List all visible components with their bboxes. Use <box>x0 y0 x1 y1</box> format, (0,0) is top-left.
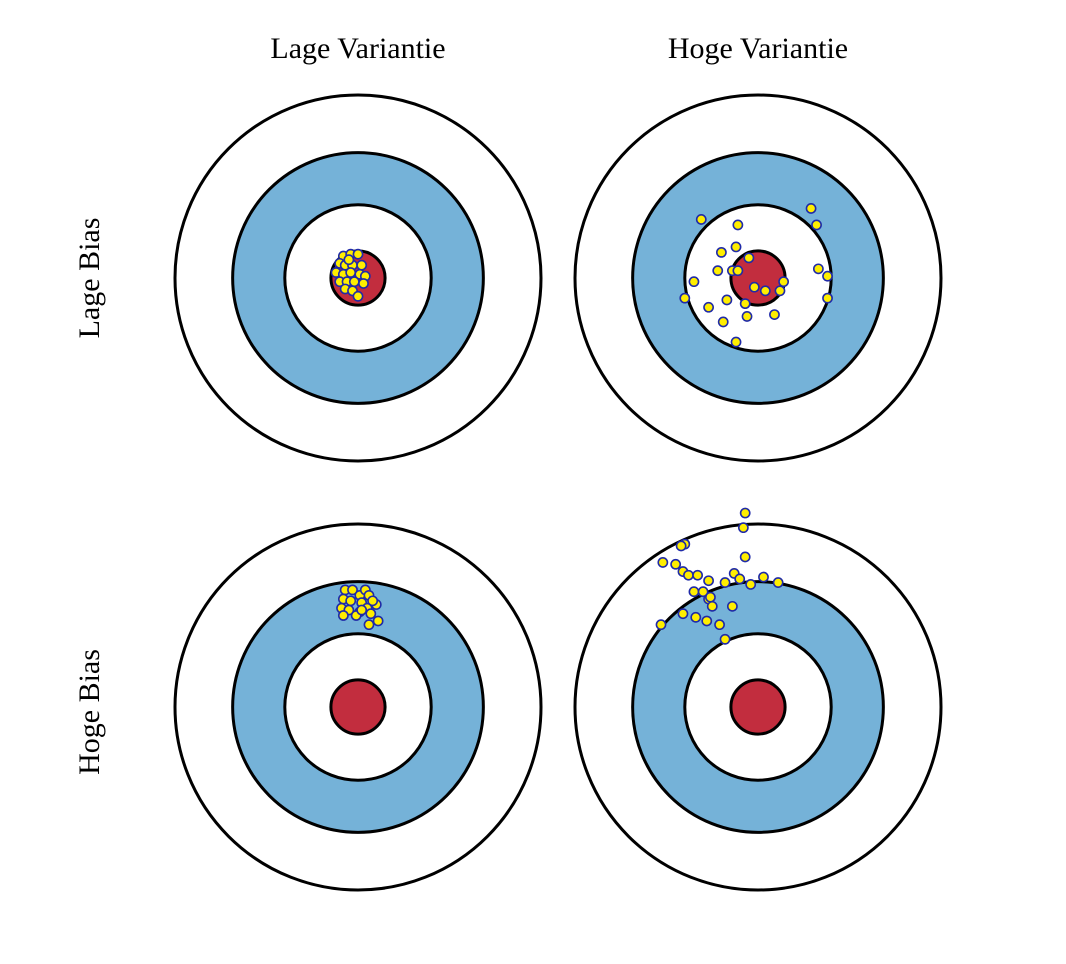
bullseye <box>729 678 787 736</box>
shot-point <box>730 241 742 253</box>
shot-point <box>732 265 744 277</box>
shot-point <box>692 569 704 581</box>
shot-point <box>683 569 694 581</box>
shot-point <box>695 214 707 225</box>
shot-point <box>655 619 667 631</box>
shot-point <box>730 336 742 348</box>
shot-point <box>717 316 729 328</box>
shot-point <box>805 203 817 214</box>
shot-point <box>739 298 751 310</box>
shot-point <box>721 294 733 306</box>
shot-point <box>705 591 716 603</box>
shot-point <box>356 259 368 271</box>
shot-point <box>363 619 375 631</box>
shot-point <box>688 586 700 598</box>
shot-point <box>367 595 379 607</box>
shot-point <box>701 615 713 627</box>
shot-point <box>352 248 364 260</box>
shot-point <box>719 577 731 588</box>
shot-point <box>719 633 731 645</box>
shot-point <box>677 608 689 620</box>
shot-point <box>697 586 709 598</box>
shot-point <box>352 290 364 302</box>
target <box>173 522 543 892</box>
shot-point <box>657 557 669 568</box>
shot-point <box>712 265 724 277</box>
shot-point <box>734 573 746 585</box>
shot-point <box>343 254 355 266</box>
shot-point <box>737 522 749 534</box>
shot-point <box>347 584 358 596</box>
target <box>573 93 943 463</box>
shot-point <box>372 615 384 627</box>
shot-point <box>726 600 738 612</box>
column-label-low-variance: Lage Variantie <box>270 32 445 65</box>
shot-point <box>688 276 700 288</box>
shot-point <box>812 263 824 275</box>
shot-point <box>675 540 687 552</box>
shot-point <box>703 301 714 313</box>
shot-point <box>732 219 744 231</box>
shot-point <box>811 219 822 231</box>
bullseye <box>729 249 787 307</box>
shot-point <box>690 611 702 623</box>
shot-point <box>348 276 360 288</box>
shot-point <box>741 311 753 322</box>
shot-point <box>356 604 368 616</box>
shot-point <box>822 292 833 304</box>
shot-point <box>772 577 784 588</box>
shot-point <box>337 610 349 621</box>
shot-point <box>769 309 780 320</box>
shot-point <box>739 551 751 563</box>
shot-point <box>822 270 833 282</box>
shot-point <box>743 252 755 264</box>
shot-point <box>345 595 357 607</box>
shot-point <box>759 285 771 297</box>
targets-group <box>173 93 943 892</box>
shot-point <box>774 285 786 297</box>
shot-point <box>679 292 691 304</box>
shot-point <box>365 608 377 620</box>
shot-point <box>714 619 725 631</box>
shot-point <box>778 276 790 288</box>
shot-point <box>716 246 727 258</box>
shot-point <box>748 281 760 293</box>
row-label-low-bias: Lage Bias <box>73 218 106 339</box>
shot-point <box>358 278 369 289</box>
shot-point <box>745 578 757 590</box>
shot-point <box>345 267 357 278</box>
shot-point <box>703 575 714 587</box>
shot-point <box>706 600 718 612</box>
target <box>573 507 943 892</box>
column-label-high-variance: Hoge Variantie <box>668 32 848 65</box>
shot-point <box>758 571 769 583</box>
row-label-high-bias: Hoge Bias <box>73 649 106 775</box>
shot-point <box>670 558 682 570</box>
target <box>173 93 543 463</box>
shot-point <box>739 507 751 519</box>
bullseye <box>329 678 387 736</box>
